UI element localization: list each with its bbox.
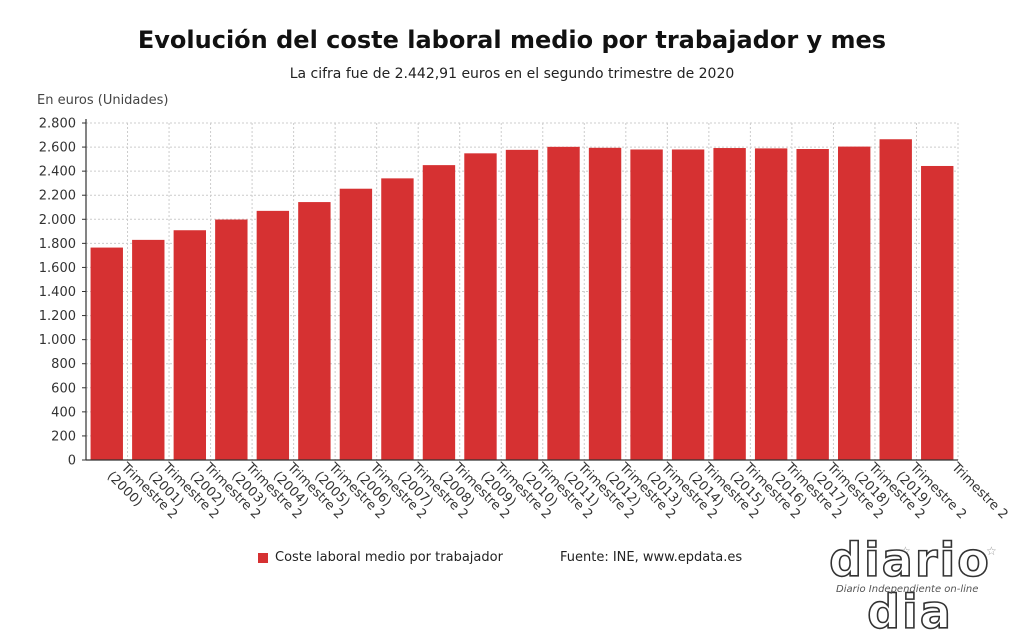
y-tick-label: 2.600: [39, 141, 76, 156]
y-tick-label: 200: [51, 429, 76, 444]
y-tick-label: 2.200: [39, 189, 76, 204]
source-note: Fuente: INE, www.epdata.es: [560, 550, 743, 565]
y-tick-label: 400: [51, 405, 76, 420]
bar: [879, 139, 912, 460]
bar: [837, 146, 871, 460]
bar: [339, 188, 373, 460]
y-tick-label: 1.800: [39, 237, 76, 252]
bar: [381, 178, 414, 460]
bar: [215, 219, 248, 460]
bar: [132, 239, 165, 460]
bar: [921, 165, 954, 460]
bar: [796, 148, 829, 461]
y-axis-unit-label: En euros (Unidades): [37, 93, 169, 108]
legend: Coste laboral medio por trabajador: [258, 550, 503, 565]
legend-series-label: Coste laboral medio por trabajador: [275, 550, 503, 565]
bar: [671, 149, 705, 460]
chart-title: Evolución del coste laboral medio por tr…: [137, 26, 887, 54]
y-tick-label: 800: [51, 357, 76, 372]
y-tick-label: 1.000: [39, 333, 76, 348]
bar: [713, 148, 746, 460]
bar-chart: 0 200 400 600 800 1.000 1.200 1.400 1.600 1.800 2.…: [39, 117, 1011, 523]
bar: [630, 149, 663, 460]
y-tick-label: 1.400: [39, 285, 76, 300]
bar: [464, 153, 497, 460]
bar: [547, 146, 580, 460]
axis-layer: [82, 119, 958, 461]
bar: [298, 202, 331, 460]
y-tick-label: 0: [68, 454, 76, 469]
bar: [173, 230, 207, 460]
logo-tagline: Diario Independiente on-line: [836, 584, 979, 595]
y-tick-label: 1.200: [39, 309, 76, 324]
y-tick-label: 2.000: [39, 213, 76, 228]
bar: [90, 247, 123, 460]
chart-subtitle: La cifra fue de 2.442,91 euros en el seg…: [289, 66, 735, 82]
y-tick-label: 2.400: [39, 165, 76, 180]
y-tick-label: 2.800: [39, 117, 76, 132]
y-tick-label: 600: [51, 381, 76, 396]
star-icon: ☆: [986, 544, 997, 558]
bar: [422, 165, 456, 460]
bar-layer: [90, 139, 954, 461]
bar: [588, 147, 622, 460]
bar: [256, 210, 290, 460]
legend-swatch: [258, 552, 268, 563]
y-tick-label: 1.600: [39, 261, 76, 276]
star-icon: ☆: [900, 544, 911, 558]
bar: [754, 148, 788, 460]
diario-dia-logo: ☆ ☆ diario dia Diario Independiente on-l…: [796, 533, 1024, 639]
bar: [505, 149, 539, 460]
